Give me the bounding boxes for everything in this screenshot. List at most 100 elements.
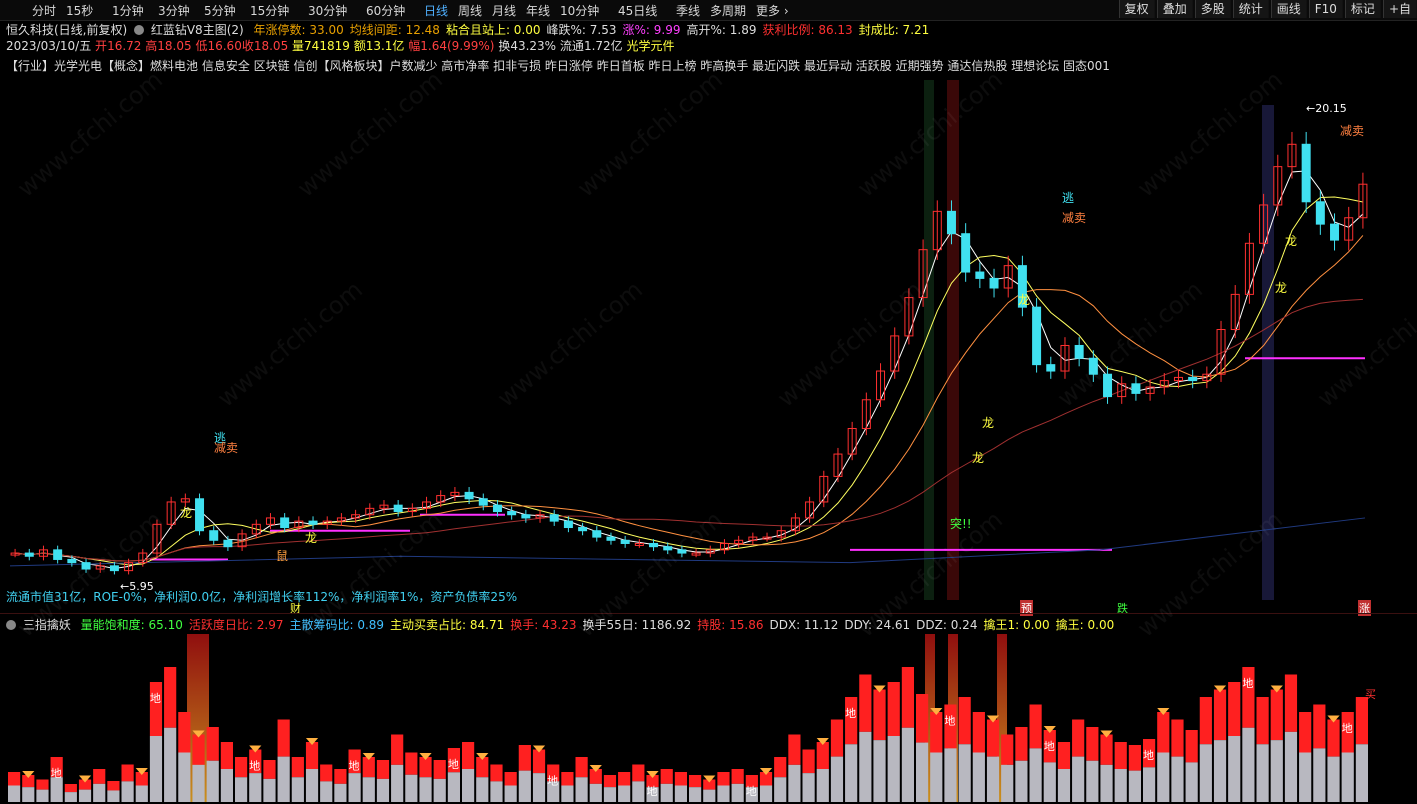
candle-body-42: [606, 536, 616, 541]
vol-bar-red-60: [859, 674, 872, 732]
toolbar-button-4[interactable]: 画线: [1270, 0, 1307, 18]
vol-bar-red-68: [972, 712, 985, 753]
timeframe-2[interactable]: 1分钟: [112, 4, 144, 18]
candle-body-29: [422, 501, 432, 509]
sector: 光学元件: [626, 39, 675, 53]
vol-bar-grey-79: [1128, 770, 1141, 802]
candle-body-21: [308, 520, 318, 525]
vol-bar-grey-83: [1185, 762, 1198, 802]
timeframe-16[interactable]: 更多 ›: [756, 4, 789, 18]
timeframe-9[interactable]: 周线: [458, 4, 483, 18]
candle-body-45: [649, 542, 659, 548]
candle-body-16: [237, 533, 247, 548]
vol-bar-grey-91: [1299, 752, 1312, 802]
toolbar-button-5[interactable]: F10: [1308, 0, 1343, 18]
header-field-5: 高开%: 1.89: [686, 23, 757, 37]
candle-body-22: [322, 520, 332, 525]
di-label-45: 地: [646, 785, 657, 798]
candle-body-64: [918, 249, 928, 299]
timeframe-15[interactable]: 多周期: [710, 4, 747, 18]
timeframe-5[interactable]: 15分钟: [250, 4, 290, 18]
label-dragon-5: 龙: [1018, 293, 1030, 307]
timeframe-6[interactable]: 30分钟: [308, 4, 348, 18]
vol-bar-grey-17: [249, 773, 262, 802]
vol-bar-red-90: [1284, 674, 1298, 732]
timeframe-3[interactable]: 3分钟: [158, 4, 190, 18]
label-dragon-4: 龙: [972, 451, 984, 465]
vol-bar-red-15: [220, 742, 233, 769]
vol-bar-grey-35: [504, 785, 517, 802]
turnover-value: 43.23%: [510, 39, 557, 53]
toolbar-button-7[interactable]: +自: [1382, 0, 1417, 18]
sub-field-9: DDZ: 0.24: [916, 618, 978, 632]
vol-bar-red-5: [78, 779, 92, 790]
timeframe-14[interactable]: 季线: [676, 4, 701, 18]
indicator-name[interactable]: 红蓝钻V8主图(2): [150, 23, 244, 37]
volume-indicator-chart[interactable]: 地地地地地地地 地地地地地地地买: [0, 628, 1417, 804]
vol-bar-grey-5: [78, 789, 92, 802]
candle-body-62: [890, 335, 900, 372]
panel-separator: [0, 613, 1417, 614]
vol-bar-grey-23: [334, 783, 347, 802]
timeframe-10[interactable]: 月线: [492, 4, 517, 18]
candle-body-19: [280, 517, 290, 529]
candle-body-67: [961, 233, 971, 273]
vol-bar-red-71: [1015, 727, 1028, 761]
header-field-3: 峰跌%: 7.53: [546, 23, 617, 37]
vol-bar-grey-92: [1313, 748, 1326, 802]
vol-bar-red-75: [1072, 719, 1085, 757]
timeframe-8[interactable]: 日线: [424, 4, 449, 18]
ma-line-long: [15, 235, 1364, 562]
close-value: 18.05: [253, 39, 289, 53]
timeframe-4[interactable]: 5分钟: [204, 4, 236, 18]
toolbar-button-3[interactable]: 统计: [1232, 0, 1269, 18]
vol-bar-grey-65: [930, 752, 943, 802]
settings-icon[interactable]: [134, 25, 145, 35]
candle-body-69: [989, 277, 999, 289]
vol-bar-red-87: [1242, 667, 1255, 728]
vol-bar-grey-13: [192, 764, 205, 802]
sub-settings-icon[interactable]: [6, 620, 16, 630]
timeframe-1[interactable]: 15秒: [66, 4, 94, 18]
vol-bar-red-19: [277, 719, 290, 757]
vol-label: 量: [292, 39, 305, 53]
vol-bar-red-28: [405, 752, 418, 775]
vol-bar-red-67: [958, 697, 971, 745]
candle-body-55: [790, 517, 800, 532]
timeframe-11[interactable]: 年线: [526, 4, 551, 18]
sub-indicator-name[interactable]: 三指擒妖: [22, 618, 71, 632]
turnover-label: 换: [498, 39, 511, 53]
timeframe-13[interactable]: 45日线: [618, 4, 658, 18]
candle-body-89: [1273, 166, 1283, 206]
toolbar-button-6[interactable]: 标记: [1344, 0, 1381, 18]
vol-bar-grey-45: [646, 787, 659, 802]
vol-bar-grey-63: [901, 727, 914, 802]
vol-bar-grey-46: [660, 783, 673, 802]
candle-body-95: [1358, 183, 1368, 219]
diamond-89: [1270, 685, 1283, 693]
diamond-81: [1157, 708, 1170, 715]
toolbar-button-1[interactable]: 叠加: [1156, 0, 1193, 18]
candle-body-80: [1145, 386, 1155, 394]
timeframe-12[interactable]: 10分钟: [560, 4, 600, 18]
band-green: [924, 80, 934, 600]
vol-bar-grey-19: [277, 756, 290, 802]
cai-marker: 财: [290, 602, 301, 615]
candle-body-93: [1330, 223, 1340, 241]
toolbar-button-2[interactable]: 多股: [1194, 0, 1231, 18]
vol-bar-grey-29: [419, 777, 432, 802]
timeframe-7[interactable]: 60分钟: [366, 4, 406, 18]
die-marker: 跌: [1117, 602, 1128, 615]
vol-bar-red-42: [603, 775, 617, 788]
vol-bar-grey-36: [518, 770, 531, 802]
vol-bar-grey-16: [235, 777, 248, 802]
vol-bar-red-59: [845, 697, 858, 745]
timeframe-0[interactable]: 分时: [32, 4, 57, 18]
vol-bar-red-92: [1313, 704, 1326, 749]
sub-field-2: 主散筹码比: 0.89: [289, 618, 385, 632]
vol-bar-red-78: [1114, 742, 1127, 769]
vol-bar-grey-7: [107, 790, 120, 802]
vol-bar-red-89: [1270, 689, 1283, 741]
toolbar-button-0[interactable]: 复权: [1118, 0, 1155, 18]
